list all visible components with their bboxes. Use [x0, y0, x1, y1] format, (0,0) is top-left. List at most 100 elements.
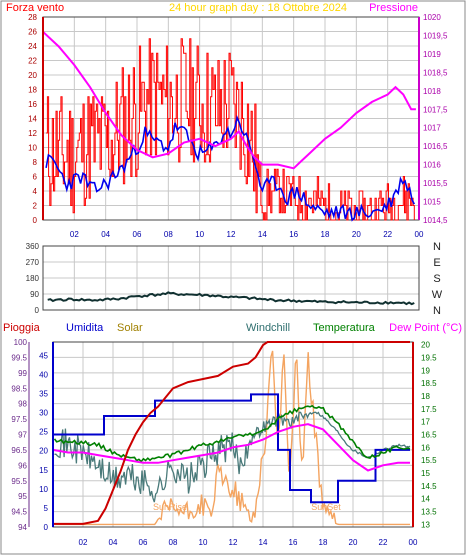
x-tick-label: 16 — [289, 230, 298, 239]
left-tick-label: 22 — [28, 57, 37, 66]
temperature-tick-label: 15 — [421, 469, 430, 478]
left-tick-label: 28 — [28, 13, 37, 22]
humidity-tick-label: 94 — [18, 523, 27, 532]
rain-tick-label: 10 — [39, 485, 48, 494]
right-tick-label: 1018 — [423, 87, 441, 96]
left-tick-label: 0 — [33, 216, 38, 225]
rain-tick-label: 5 — [44, 504, 49, 513]
right-tick-label: 1017,5 — [423, 105, 448, 114]
right-tick-label: 1019 — [423, 50, 441, 59]
x-tick-label: 20 — [352, 230, 361, 239]
temperature-tick-label: 16.5 — [421, 431, 437, 440]
x-tick-label: 02 — [79, 538, 88, 547]
temperature-tick-label: 17.5 — [421, 405, 437, 414]
series-humidity — [53, 393, 410, 504]
compass-label: W — [432, 289, 443, 301]
x-tick-label: 06 — [139, 538, 148, 547]
right-tick-label: 1017 — [423, 124, 441, 133]
sunset-label: SunSet — [311, 502, 341, 512]
humidity-tick-label: 96 — [18, 461, 27, 470]
right-tick-label: 1016 — [423, 161, 441, 170]
x-tick-label: 10 — [199, 538, 208, 547]
humidity-tick-label: 99 — [18, 369, 27, 378]
temperature-humidity-panel: 9494.59595.59696.59797.59898.59999.51000… — [11, 338, 437, 547]
direction-tick-label: 360 — [26, 242, 40, 251]
rain-label: Pioggia — [3, 322, 41, 334]
temperature-tick-label: 13.5 — [421, 508, 437, 517]
rain-tick-label: 40 — [39, 370, 48, 379]
x-tick-label: 02 — [70, 230, 79, 239]
right-tick-label: 1018,5 — [423, 68, 448, 77]
series-wind-direction — [47, 291, 415, 306]
x-tick-label: 00 — [409, 538, 418, 547]
compass-label: E — [433, 257, 440, 269]
series-wind-speed — [46, 38, 415, 221]
humidity-tick-label: 96.5 — [11, 446, 27, 455]
x-tick-label: 22 — [379, 538, 388, 547]
x-tick-label: 08 — [169, 538, 178, 547]
temperature-tick-label: 15.5 — [421, 456, 437, 465]
left-tick-label: 16 — [28, 100, 37, 109]
sunrise-label: SunRise — [153, 502, 187, 512]
right-tick-label: 1015 — [423, 198, 441, 207]
rain-tick-label: 0 — [44, 523, 49, 532]
left-tick-label: 8 — [33, 158, 38, 167]
right-tick-label: 1020 — [423, 13, 441, 22]
series-solar — [54, 350, 410, 526]
temperature-tick-label: 18.5 — [421, 379, 437, 388]
chart-title: 24 hour graph day : 18 Ottobre 2024 — [169, 2, 347, 14]
temperature-tick-label: 19.5 — [421, 353, 437, 362]
rain-tick-label: 45 — [39, 351, 48, 360]
humidity-tick-label: 99.5 — [11, 353, 27, 362]
wind-pressure-panel: 02468101214161820222426281014,510151015,… — [28, 13, 448, 239]
series-wind-gust — [45, 114, 416, 222]
humidity-tick-label: 97.5 — [11, 415, 27, 424]
x-tick-label: 06 — [133, 230, 142, 239]
x-tick-label: 04 — [109, 538, 118, 547]
series-dewpoint — [52, 423, 410, 472]
series-windchill — [54, 411, 411, 503]
x-tick-label: 16 — [289, 538, 298, 547]
right-tick-label: 1016,5 — [423, 142, 448, 151]
direction-tick-label: 0 — [35, 306, 40, 315]
direction-tick-label: 90 — [30, 290, 39, 299]
compass-label: S — [433, 273, 440, 285]
humidity-label: Umidita — [66, 322, 104, 334]
direction-tick-label: 180 — [26, 274, 40, 283]
humidity-tick-label: 97 — [18, 431, 27, 440]
series-pressure — [42, 31, 416, 170]
temperature-tick-label: 16 — [421, 443, 430, 452]
left-tick-label: 26 — [28, 28, 37, 37]
windchill-label: Windchill — [246, 322, 290, 334]
left-tick-label: 6 — [33, 173, 38, 182]
rain-tick-label: 30 — [39, 409, 48, 418]
plot-frame — [42, 245, 420, 311]
right-tick-label: 1014,5 — [423, 216, 448, 225]
temperature-tick-label: 18 — [421, 392, 430, 401]
x-tick-label: 14 — [259, 538, 268, 547]
right-tick-label: 1019,5 — [423, 31, 448, 40]
left-tick-label: 4 — [33, 187, 38, 196]
humidity-tick-label: 95.5 — [11, 477, 27, 486]
temperature-tick-label: 14.5 — [421, 482, 437, 491]
humidity-tick-label: 98 — [18, 400, 27, 409]
right-tick-label: 1015,5 — [423, 179, 448, 188]
direction-tick-label: 270 — [26, 258, 40, 267]
x-tick-label: 22 — [383, 230, 392, 239]
temperature-label: Temperatura — [313, 322, 376, 334]
rain-tick-label: 25 — [39, 428, 48, 437]
humidity-tick-label: 95 — [18, 492, 27, 501]
humidity-tick-label: 98.5 — [11, 384, 27, 393]
x-tick-label: 20 — [349, 538, 358, 547]
left-tick-label: 12 — [28, 129, 37, 138]
rain-tick-label: 20 — [39, 447, 48, 456]
temperature-tick-label: 13 — [421, 520, 430, 529]
pressure-axis-title: Pressione — [369, 2, 418, 14]
humidity-tick-label: 94.5 — [11, 508, 27, 517]
left-tick-label: 18 — [28, 86, 37, 95]
left-tick-label: 20 — [28, 71, 37, 80]
series-temperature — [53, 404, 411, 463]
temperature-tick-label: 20 — [421, 341, 430, 350]
